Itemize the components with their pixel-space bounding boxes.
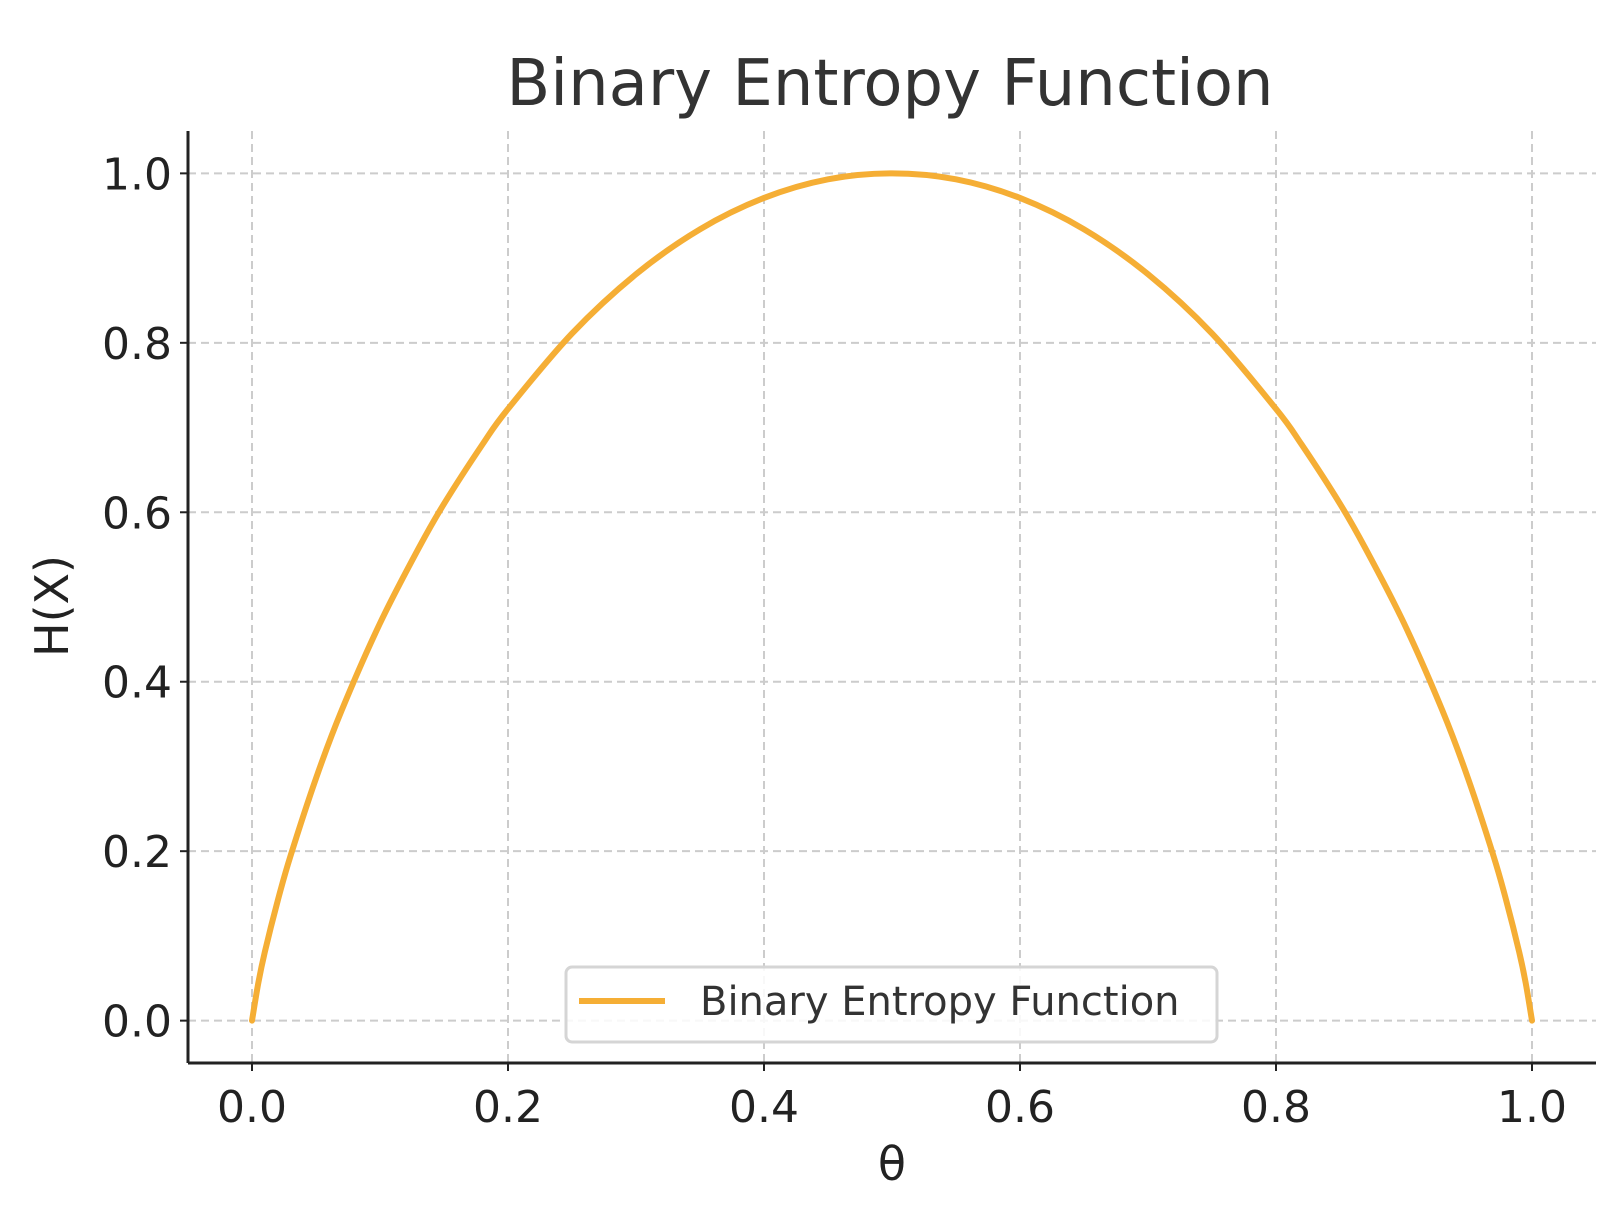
legend-label: Binary Entropy Function (700, 979, 1180, 1025)
grid-layer (188, 131, 1596, 1063)
y-tick-label-5: 1.0 (102, 149, 172, 200)
x-axis-label: θ (878, 1137, 906, 1191)
legend: Binary Entropy Function (564, 965, 1219, 1044)
x-tick-label-1: 0.2 (473, 1082, 543, 1133)
y-tick-label-1: 0.2 (102, 827, 172, 878)
x-tick-label-5: 1.0 (1497, 1082, 1567, 1133)
x-tick-label-0: 0.0 (217, 1082, 287, 1133)
y-tick-label-0: 0.0 (102, 997, 172, 1048)
x-tick-label-3: 0.6 (985, 1082, 1055, 1133)
chart-title: Binary Entropy Function (506, 47, 1273, 121)
x-tick-label-4: 0.8 (1241, 1082, 1311, 1133)
x-tick-label-2: 0.4 (729, 1082, 799, 1133)
y-tick-label-4: 0.8 (102, 319, 172, 370)
y-tick-label-3: 0.6 (102, 488, 172, 539)
series-layer (249, 170, 1535, 1024)
axis-layer (186, 131, 1596, 1065)
y-tick-label-2: 0.4 (102, 658, 172, 709)
tick-layer: 0.0 0.2 0.4 0.6 0.8 1.0 0.0 0.2 0.4 0.6 0.8 1.0 (102, 149, 1567, 1133)
series-line-0 (249, 170, 1535, 1024)
legend-box (564, 965, 1219, 1044)
y-axis-label: H(X) (25, 555, 79, 657)
